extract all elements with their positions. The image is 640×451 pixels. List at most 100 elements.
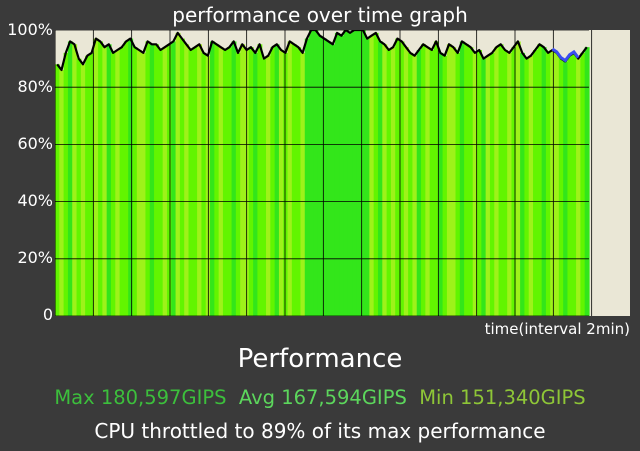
- performance-bar: [197, 44, 203, 316]
- performance-bar: [67, 41, 73, 316]
- max-performance: Max 180,597GIPS: [54, 386, 227, 409]
- performance-bar: [235, 52, 241, 316]
- performance-bar: [528, 55, 534, 316]
- performance-bar: [253, 52, 259, 316]
- performance-bar: [145, 41, 151, 316]
- avg-performance: Avg 167,594GIPS: [238, 386, 407, 409]
- performance-bar: [240, 44, 246, 316]
- performance-bar: [576, 58, 581, 316]
- performance-bar: [520, 52, 526, 316]
- performance-bar: [192, 47, 198, 316]
- performance-bar: [502, 50, 508, 316]
- performance-bar: [524, 58, 530, 316]
- performance-bar: [283, 52, 289, 316]
- performance-bar: [347, 32, 353, 316]
- performance-bar: [89, 52, 95, 316]
- performance-bar: [494, 47, 500, 316]
- performance-bar: [507, 52, 513, 316]
- performance-bar: [154, 44, 159, 316]
- performance-bar: [309, 30, 314, 316]
- performance-bar: [102, 47, 108, 316]
- performance-bar: [166, 44, 172, 316]
- performance-bar: [330, 44, 336, 316]
- performance-bar: [158, 50, 164, 316]
- chart-title: performance over time graph: [172, 3, 468, 27]
- performance-bar: [498, 44, 504, 316]
- performance-bar: [515, 41, 521, 316]
- performance-bar: [558, 58, 564, 316]
- performance-bar: [313, 30, 319, 316]
- performance-bar: [382, 44, 388, 316]
- y-tick-label: 0: [42, 305, 53, 324]
- throttle-status: CPU throttled to 89% of its max performa…: [94, 419, 546, 443]
- performance-bar: [550, 50, 556, 316]
- y-tick-label: 40%: [17, 191, 53, 210]
- performance-bar: [571, 52, 577, 316]
- performance-bar: [261, 58, 267, 316]
- performance-bar: [390, 47, 396, 316]
- performance-bar: [352, 30, 358, 316]
- performance-heading: Performance: [237, 344, 403, 374]
- performance-bar: [80, 64, 86, 316]
- performance-bar: [377, 41, 383, 316]
- performance-bar: [369, 35, 375, 316]
- performance-bar: [429, 50, 435, 316]
- performance-bar: [408, 52, 414, 316]
- performance-bar: [59, 70, 65, 316]
- performance-bar: [485, 55, 491, 316]
- performance-bar: [274, 44, 280, 316]
- performance-bar: [533, 50, 538, 316]
- performance-bar: [446, 44, 452, 316]
- performance-bar: [425, 47, 431, 316]
- grid-lines: [55, 30, 593, 316]
- performance-bar: [438, 52, 444, 316]
- y-tick-label: 80%: [17, 77, 53, 96]
- performance-bar: [171, 41, 177, 316]
- performance-bar: [98, 41, 103, 316]
- performance-graph: [55, 30, 630, 316]
- performance-bar: [339, 35, 345, 316]
- min-performance: Min 151,340GIPS: [419, 386, 586, 409]
- performance-bar: [106, 44, 112, 316]
- performance-bar: [541, 47, 547, 316]
- performance-bar: [214, 44, 220, 316]
- performance-bar: [231, 41, 237, 316]
- performance-bar: [403, 47, 409, 316]
- performance-bar: [296, 47, 302, 316]
- performance-bar: [545, 52, 551, 316]
- performance-bar: [248, 47, 254, 316]
- performance-bar: [464, 44, 470, 316]
- performance-bar: [270, 47, 276, 316]
- performance-bar: [554, 52, 560, 316]
- performance-bar: [278, 50, 284, 316]
- performance-bar: [442, 55, 448, 316]
- performance-bar: [334, 32, 340, 316]
- y-tick-label: 100%: [7, 20, 53, 39]
- y-tick-label: 60%: [17, 134, 53, 153]
- performance-stats: Max 180,597GIPS Avg 167,594GIPS Min 151,…: [0, 386, 640, 409]
- performance-bar: [132, 47, 138, 316]
- performance-bar: [119, 47, 125, 316]
- performance-bar: [300, 52, 306, 316]
- performance-bar: [399, 41, 405, 316]
- performance-bar: [55, 64, 60, 316]
- performance-bar: [304, 38, 310, 316]
- performance-bar: [395, 38, 401, 316]
- performance-bar: [481, 58, 487, 316]
- performance-bar: [141, 52, 147, 316]
- performance-bar: [326, 41, 332, 316]
- performance-bar: [115, 50, 121, 316]
- performance-bar: [451, 47, 457, 316]
- performance-bar: [179, 38, 185, 316]
- performance-bar: [218, 47, 224, 316]
- performance-bar: [227, 47, 233, 316]
- performance-bar: [343, 30, 349, 316]
- performance-bar: [110, 52, 116, 316]
- performance-bar: [511, 47, 517, 316]
- performance-bar: [76, 58, 82, 316]
- performance-bar: [210, 41, 215, 316]
- performance-bars: [55, 30, 590, 316]
- performance-bar: [360, 30, 366, 316]
- performance-bar: [468, 47, 474, 316]
- performance-bar: [537, 44, 543, 316]
